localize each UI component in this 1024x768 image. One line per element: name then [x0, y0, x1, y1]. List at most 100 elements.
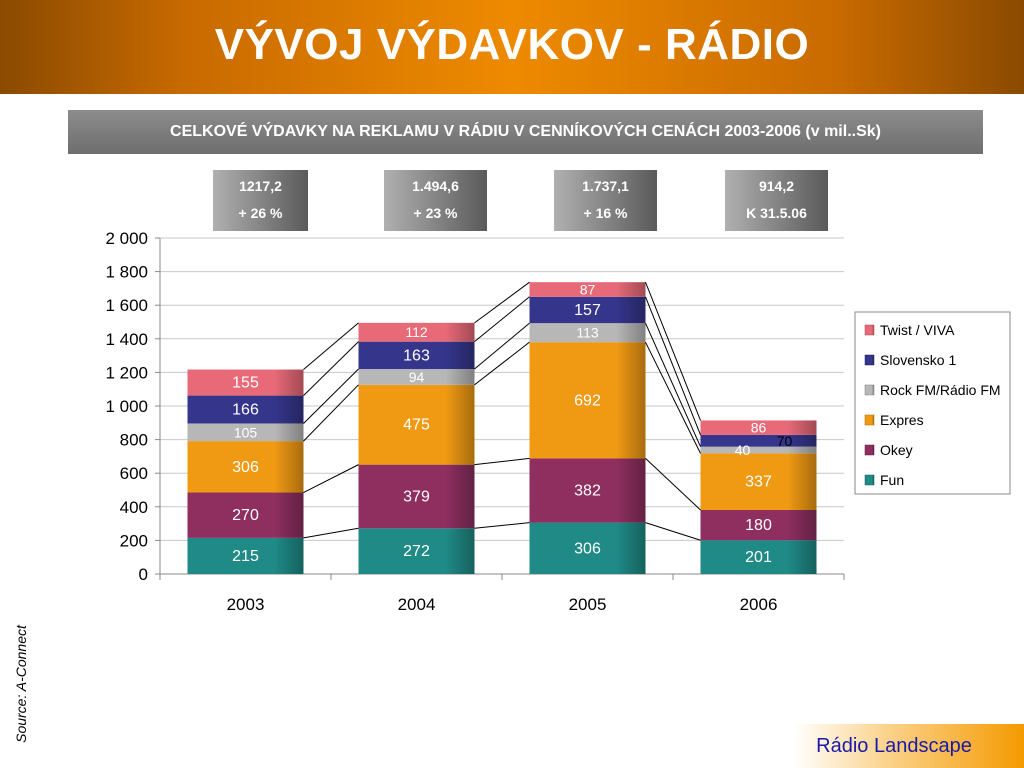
- data-label: 379: [403, 488, 430, 505]
- total-note: + 26 %: [238, 205, 283, 221]
- connector-line: [303, 464, 359, 493]
- y-tick-label: 0: [139, 565, 148, 584]
- total-box-2004: 1.494,6 + 23 %: [384, 170, 487, 231]
- total-box-2005: 1.737,1 + 16 %: [554, 170, 657, 231]
- legend-swatch: [864, 474, 875, 486]
- data-label: 112: [405, 324, 428, 340]
- page-title: VÝVOJ VÝDAVKOV - RÁDIO: [214, 20, 810, 69]
- total-note: + 16 %: [583, 205, 628, 221]
- bar-segment: [700, 509, 817, 541]
- legend-box: [854, 311, 1011, 495]
- y-tick-label: 2 000: [105, 229, 148, 248]
- header-banner: VÝVOJ VÝDAVKOV - RÁDIO: [0, 0, 1024, 94]
- legend-label: Fun: [880, 472, 904, 488]
- total-value: 914,2: [758, 178, 795, 194]
- data-label: 166: [232, 402, 259, 419]
- total-value: 1217,2: [239, 178, 282, 194]
- connector-line: [645, 296, 701, 436]
- footer-brand: Rádio Landscape: [816, 735, 972, 757]
- bar-segment: [529, 296, 646, 324]
- connector-line: [645, 458, 701, 511]
- bar-segment: [187, 537, 304, 574]
- legend-swatch: [864, 384, 875, 396]
- legend-swatch: [864, 414, 875, 426]
- bar-segment: [358, 528, 475, 574]
- bar-segment: [358, 369, 475, 385]
- bar-segment: [529, 522, 646, 574]
- data-label: 201: [745, 549, 772, 566]
- data-label: 306: [574, 540, 601, 557]
- bar-segment: [187, 369, 304, 396]
- bar-segment: [187, 492, 304, 538]
- connector-line: [303, 368, 359, 424]
- bar-segment: [529, 323, 646, 343]
- connector-line: [645, 322, 701, 447]
- connector-line: [474, 281, 530, 324]
- bar-segment: [529, 342, 646, 459]
- connector-line: [303, 527, 359, 539]
- total-box-2006: 914,2 K 31.5.06: [725, 170, 828, 231]
- data-label: 163: [403, 347, 430, 364]
- connector-line: [645, 522, 701, 541]
- data-label: 180: [745, 517, 772, 534]
- total-note: + 23 %: [413, 205, 458, 221]
- connector-line: [474, 522, 530, 529]
- total-value: 1.494,6: [412, 178, 459, 194]
- bar-segment: [358, 341, 475, 370]
- source-note: Source: A-Connect: [13, 625, 29, 743]
- data-label: 215: [232, 548, 259, 565]
- x-tick-label: 2005: [569, 595, 607, 614]
- bar-segment: [358, 464, 475, 529]
- data-label: 70: [777, 433, 793, 449]
- y-tick-label: 1 400: [105, 330, 148, 349]
- connector-line: [303, 341, 359, 396]
- bar-segment: [700, 434, 817, 447]
- legend-label: Rock FM/Rádio FM: [880, 382, 1001, 398]
- x-tick-label: 2006: [740, 595, 778, 614]
- data-label: 382: [574, 483, 601, 500]
- data-label: 157: [574, 302, 601, 319]
- y-tick-label: 1 000: [105, 397, 148, 416]
- y-tick-label: 200: [120, 531, 148, 550]
- y-tick-label: 1 600: [105, 296, 148, 315]
- data-label: 87: [580, 281, 596, 297]
- connector-line: [474, 322, 530, 370]
- total-box-2003: 1217,2 + 26 %: [213, 170, 308, 231]
- legend-label: Slovensko 1: [880, 352, 956, 368]
- footer-banner: Rádio Landscape: [794, 724, 1024, 768]
- total-value: 1.737,1: [582, 178, 629, 194]
- data-label: 475: [403, 417, 430, 434]
- bar-segment: [187, 441, 304, 493]
- legend-label: Okey: [880, 442, 913, 458]
- bar-segment: [700, 420, 817, 435]
- data-label: 105: [234, 424, 258, 440]
- bar-segment: [358, 384, 475, 465]
- connector-line: [645, 281, 701, 421]
- bar-segment: [187, 395, 304, 424]
- y-tick-label: 1 200: [105, 363, 148, 382]
- data-label: 337: [745, 474, 772, 491]
- data-label: 113: [576, 325, 599, 341]
- y-tick-label: 1 800: [105, 263, 148, 282]
- legend-swatch: [864, 324, 875, 336]
- bar-segment: [700, 446, 817, 454]
- data-label: 272: [403, 543, 430, 560]
- connector-line: [474, 296, 530, 343]
- data-label: 270: [232, 507, 259, 524]
- y-tick-label: 800: [120, 431, 148, 450]
- legend-label: Twist / VIVA: [880, 322, 955, 338]
- y-tick-label: 600: [120, 464, 148, 483]
- bar-segment: [529, 282, 646, 297]
- data-label: 306: [232, 459, 259, 476]
- connector-line: [303, 384, 359, 442]
- chart-subtitle: CELKOVÉ VÝDAVKY NA REKLAMU V RÁDIU V CEN…: [68, 110, 983, 154]
- data-label: 94: [409, 369, 425, 385]
- connector-line: [645, 341, 701, 454]
- connector-line: [474, 457, 530, 466]
- bar-segment: [187, 423, 304, 442]
- x-tick-label: 2004: [398, 595, 436, 614]
- data-label: 692: [574, 392, 601, 409]
- y-tick-label: 400: [120, 498, 148, 517]
- bar-segment: [358, 322, 475, 342]
- legend-label: Expres: [880, 412, 924, 428]
